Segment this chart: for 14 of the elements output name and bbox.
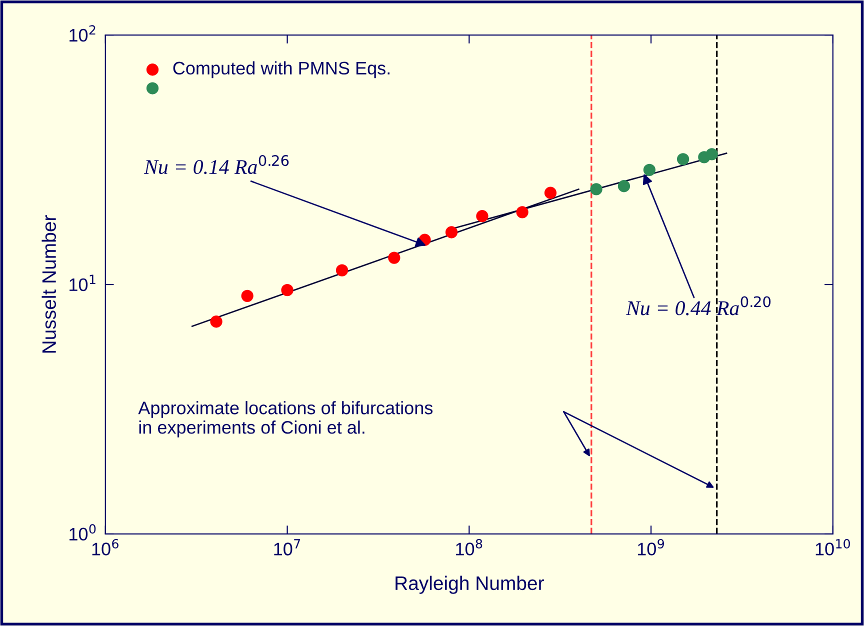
y-axis-title: Nusselt Number [42,215,56,353]
x-tick-label: 10$^{9}$ [638,538,664,556]
y-tick-label: 10$^{0}$ [70,524,96,541]
x-tick-label: 10$^{10}$ [816,538,850,556]
annotation: Nu = 0.44 Ra$^{0.20}$ [626,296,771,316]
annotation: Nu = 0.14 Ra$^{0.26}$ [144,155,289,174]
x-axis-title: Rayleigh Number [396,576,544,594]
legend-label: Computed with PMNS Eqs. [173,61,390,78]
annotation: Approximate locations of bifurcations in experiments of Cioni et al. [138,401,433,438]
y-tick-label: 10$^{1}$ [70,274,96,292]
x-tick-label: 10$^{7}$ [274,539,300,556]
x-tick-label: 10$^{6}$ [92,538,118,556]
y-tick-label: 10$^{2}$ [70,25,96,42]
x-tick-label: 10$^{8}$ [456,538,482,556]
